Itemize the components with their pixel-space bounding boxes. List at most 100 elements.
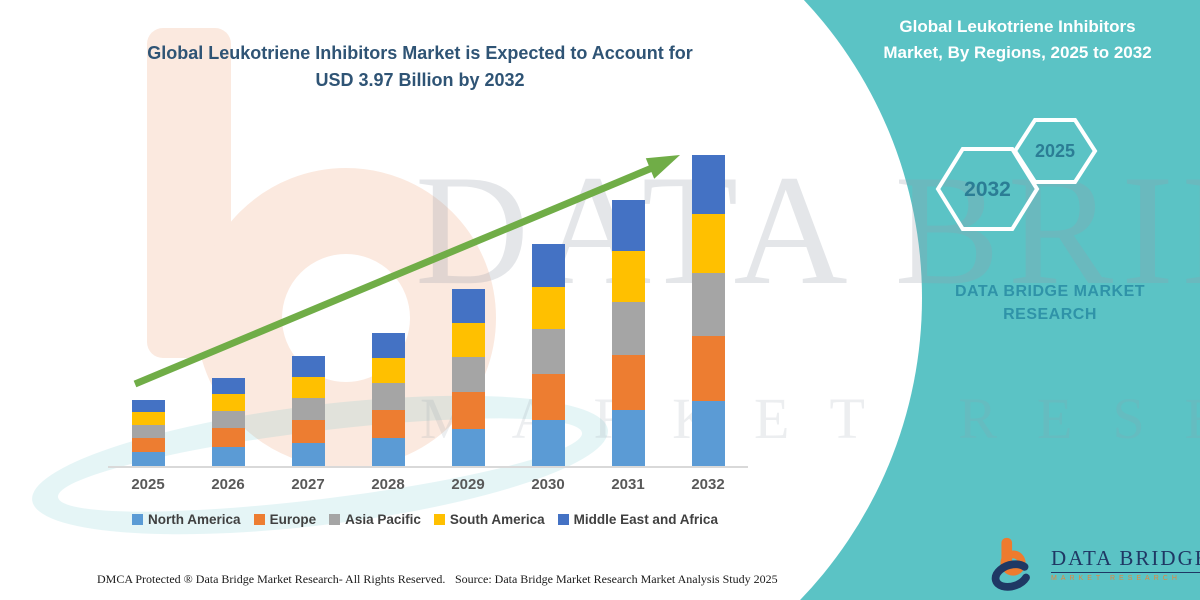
bar-segment-2025-north-america — [131, 451, 165, 466]
x-axis-label-2030: 2030 — [531, 476, 565, 493]
panel-brand-line2: RESEARCH — [1003, 306, 1097, 324]
bar-segment-2031-europe — [611, 354, 645, 411]
bar-segment-2026-south-america — [211, 394, 245, 412]
chart-title-line1: Global Leukotriene Inhibitors Market is … — [147, 43, 693, 63]
bar-segment-2030-europe — [531, 373, 565, 420]
legend-item-asia-pacific: Asia Pacific — [329, 512, 421, 527]
bar-segment-2031-north-america — [611, 410, 645, 466]
bar-segment-2028-south-america — [371, 357, 405, 384]
stacked-bar-2028 — [371, 332, 405, 466]
bar-chart-plot-area — [108, 150, 748, 468]
panel-title: Global Leukotriene Inhibitors Market, By… — [845, 14, 1190, 67]
bar-segment-2029-south-america — [451, 322, 485, 358]
legend-item-europe: Europe — [253, 512, 317, 527]
bar-segment-2029-middle-east-and-africa — [451, 288, 485, 323]
legend-swatch-icon — [329, 514, 341, 525]
databridge-logo-icon — [991, 537, 1030, 591]
bar-segment-2029-europe — [451, 392, 485, 430]
bar-segment-2032-north-america — [691, 401, 725, 466]
hexagon-2032-label: 2032 — [964, 178, 1011, 201]
bar-segment-2030-asia-pacific — [531, 328, 565, 374]
bar-segment-2031-south-america — [611, 250, 645, 302]
stacked-bar-2031 — [611, 199, 645, 466]
x-axis-label-2031: 2031 — [611, 476, 645, 493]
legend-label: Europe — [269, 512, 317, 527]
bar-segment-2032-south-america — [691, 213, 725, 274]
bar-segment-2025-middle-east-and-africa — [131, 399, 165, 413]
bar-segment-2028-north-america — [371, 437, 405, 466]
bar-segment-2030-north-america — [531, 419, 565, 466]
legend-label: Asia Pacific — [345, 512, 421, 527]
bar-segment-2027-asia-pacific — [291, 397, 325, 420]
chart-legend: North America Europe Asia Pacific South Ame… — [90, 512, 760, 527]
databridge-logo: DATA BRIDGE MARKET RESEARCH — [985, 535, 1200, 593]
x-axis-label-2027: 2027 — [291, 476, 325, 493]
stacked-bar-2032 — [691, 155, 725, 466]
hexagon-2032 — [935, 147, 1040, 231]
panel-title-line1: Global Leukotriene Inhibitors — [899, 17, 1136, 36]
bar-segment-2032-asia-pacific — [691, 273, 725, 336]
logo-name-text: DATA BRIDGE — [1051, 546, 1200, 573]
stacked-bar-2027 — [291, 355, 325, 466]
bar-segment-2025-europe — [131, 437, 165, 452]
bar-segment-2030-middle-east-and-africa — [531, 244, 565, 287]
bar-segment-2031-middle-east-and-africa — [611, 199, 645, 251]
bar-segment-2031-asia-pacific — [611, 301, 645, 355]
chart-title: Global Leukotriene Inhibitors Market is … — [60, 40, 780, 94]
bar-segment-2029-north-america — [451, 429, 485, 466]
legend-swatch-icon — [132, 514, 144, 525]
stacked-bar-2030 — [531, 244, 565, 466]
panel-brand-text: DATA BRIDGE MARKET RESEARCH — [915, 280, 1185, 326]
bar-segment-2025-asia-pacific — [131, 424, 165, 438]
dmca-notice: DMCA Protected ® Data Bridge Market Rese… — [97, 572, 446, 586]
bar-segment-2029-asia-pacific — [451, 357, 485, 393]
bar-segment-2026-north-america — [211, 447, 245, 466]
stacked-bar-2026 — [211, 377, 245, 466]
bar-column-2030 — [508, 150, 588, 466]
bar-segment-2032-europe — [691, 336, 725, 401]
legend-swatch-icon — [557, 514, 569, 525]
x-axis-label-2026: 2026 — [211, 476, 245, 493]
panel-brand-line1: DATA BRIDGE MARKET — [954, 283, 1146, 300]
legend-item-north-america: North America — [132, 512, 241, 527]
x-axis-label-2032: 2032 — [691, 476, 725, 493]
legend-label: North America — [148, 512, 241, 527]
bar-column-2025 — [108, 150, 188, 466]
bar-segment-2027-north-america — [291, 442, 325, 466]
bar-column-2032 — [668, 150, 748, 466]
bar-segment-2026-middle-east-and-africa — [211, 377, 245, 395]
x-axis-label-2029: 2029 — [451, 476, 485, 493]
x-axis-label-2028: 2028 — [371, 476, 405, 493]
panel-title-line2: Market, By Regions, 2025 to 2032 — [883, 43, 1152, 63]
bar-segment-2028-asia-pacific — [371, 383, 405, 410]
bar-column-2028 — [348, 150, 428, 466]
x-axis-label-2025: 2025 — [131, 476, 165, 493]
bar-segment-2025-south-america — [131, 412, 165, 425]
bar-segment-2027-middle-east-and-africa — [291, 355, 325, 377]
x-axis-labels: 2025 2026 2027 2028 2029 2030 2031 2032 — [108, 476, 748, 493]
source-note: Source: Data Bridge Market Research Mark… — [455, 572, 778, 586]
hexagon-2025 — [1012, 118, 1098, 184]
stacked-bar-2029 — [451, 288, 485, 466]
legend-label: Middle East and Africa — [573, 512, 718, 527]
legend-swatch-icon — [433, 514, 445, 525]
bar-segment-2028-middle-east-and-africa — [371, 332, 405, 358]
logo-sub-text: MARKET RESEARCH — [1051, 575, 1181, 582]
hexagon-2025-label: 2025 — [1035, 141, 1075, 161]
stacked-bar-2025 — [131, 399, 165, 466]
bar-segment-2032-middle-east-and-africa — [691, 155, 725, 214]
legend-item-south-america: South America — [433, 512, 545, 527]
year-hexagons: 2032 2025 — [935, 118, 1098, 231]
bar-segment-2026-europe — [211, 428, 245, 448]
legend-item-middle-east-and-africa: Middle East and Africa — [557, 512, 718, 527]
bar-segment-2030-south-america — [531, 286, 565, 329]
logo-text-block: DATA BRIDGE MARKET RESEARCH — [1051, 546, 1200, 582]
bar-segment-2028-europe — [371, 409, 405, 438]
legend-label: South America — [449, 512, 545, 527]
bar-column-2031 — [588, 150, 668, 466]
chart-title-line2: USD 3.97 Billion by 2032 — [315, 70, 525, 90]
bar-segment-2027-europe — [291, 419, 325, 443]
legend-swatch-icon — [253, 514, 265, 525]
bar-segment-2027-south-america — [291, 376, 325, 398]
